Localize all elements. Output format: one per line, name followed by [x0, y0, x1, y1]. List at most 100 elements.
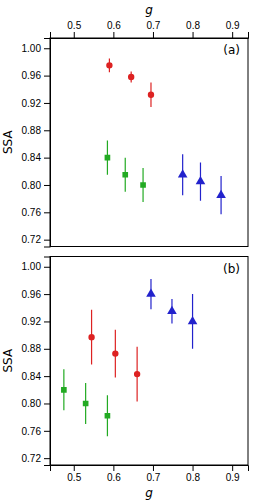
panel: 0.720.760.800.840.880.920.961.000.50.60.… — [1, 3, 249, 247]
point — [122, 172, 128, 178]
point — [148, 92, 154, 98]
x-tick-label: 0.5 — [67, 20, 81, 31]
x-tick-mark — [193, 32, 194, 38]
x-tick: 0.5 — [67, 465, 81, 483]
y-tick-label: 0.92 — [22, 316, 42, 327]
y-axis-line — [44, 39, 51, 248]
point — [88, 334, 94, 340]
x-axis: 0.5 0.6 0.7 0.8 0.9 — [51, 20, 249, 39]
y-tick-label: 1.00 — [22, 43, 42, 54]
y-tick-mark — [44, 240, 50, 241]
y-tick-label: 0.92 — [22, 98, 42, 109]
y-tick-label: 0.88 — [22, 125, 42, 136]
y-tick-mark — [44, 158, 50, 159]
panel-label: (b) — [223, 262, 240, 276]
point — [106, 62, 112, 68]
y-tick: 1.00 — [22, 43, 50, 54]
y-tick-mark — [44, 403, 50, 404]
x-tick: 0.8 — [186, 20, 200, 38]
y-tick: 0.92 — [22, 98, 50, 109]
y-tick-label: 0.88 — [22, 343, 42, 354]
series — [178, 154, 226, 214]
point — [216, 190, 226, 198]
x-axis: 0.5 0.6 0.7 0.8 0.9 — [51, 465, 249, 483]
y-tick: 0.84 — [22, 371, 50, 382]
series — [106, 59, 154, 108]
x-tick-mark — [232, 465, 233, 471]
x-tick-label: 0.6 — [107, 472, 121, 483]
y-axis: 0.720.760.800.840.880.920.961.00 — [22, 257, 51, 466]
x-tick-label: 0.8 — [186, 472, 200, 483]
x-tick-mark — [232, 32, 233, 38]
y-tick-label: 0.96 — [22, 70, 42, 81]
x-tick-label: 0.7 — [147, 472, 161, 483]
x-axis-line — [51, 466, 249, 472]
y-tick-mark — [44, 431, 50, 432]
x-tick-mark — [113, 465, 114, 471]
point — [105, 155, 111, 161]
point — [188, 316, 198, 324]
point — [146, 289, 156, 297]
y-tick: 0.72 — [22, 453, 50, 464]
series — [88, 310, 140, 402]
series — [146, 279, 197, 349]
y-tick: 0.80 — [22, 398, 50, 409]
x-tick-label: 0.9 — [226, 20, 240, 31]
x-tick-label: 0.9 — [226, 472, 240, 483]
y-tick-mark — [44, 212, 50, 213]
y-tick-mark — [44, 48, 50, 49]
y-tick-label: 0.80 — [22, 398, 42, 409]
y-tick: 0.72 — [22, 234, 50, 245]
y-tick: 0.76 — [22, 426, 50, 437]
y-tick-mark — [44, 267, 50, 268]
y-tick-mark — [44, 349, 50, 350]
x-tick-mark — [74, 465, 75, 471]
x-tick-mark — [74, 32, 75, 38]
y-tick: 0.96 — [22, 70, 50, 81]
x-tick: 0.7 — [147, 465, 161, 483]
y-tick: 0.96 — [22, 289, 50, 300]
y-tick-mark — [44, 321, 50, 322]
y-axis-line — [44, 257, 51, 466]
y-tick-mark — [44, 130, 50, 131]
x-tick-mark — [193, 465, 194, 471]
y-tick-mark — [44, 294, 50, 295]
y-tick-mark — [44, 185, 50, 186]
y-tick: 0.80 — [22, 180, 50, 191]
x-tick: 0.7 — [147, 20, 161, 38]
x-tick-label: 0.5 — [67, 472, 81, 483]
x-axis-title: g — [145, 486, 153, 500]
y-tick-label: 0.72 — [22, 234, 42, 245]
panel-label: (a) — [223, 43, 240, 57]
x-tick: 0.5 — [67, 20, 81, 38]
panel: 0.720.760.800.840.880.920.961.000.50.60.… — [1, 257, 249, 501]
x-tick-label: 0.7 — [147, 20, 161, 31]
point — [140, 182, 146, 188]
point — [167, 306, 177, 314]
point — [61, 387, 67, 393]
series — [61, 369, 110, 436]
y-tick: 0.88 — [22, 125, 50, 136]
plot-frame — [50, 257, 248, 466]
y-tick: 0.76 — [22, 207, 50, 218]
x-tick: 0.9 — [226, 465, 240, 483]
point — [112, 350, 118, 356]
y-tick-mark — [44, 103, 50, 104]
y-tick-mark — [44, 458, 50, 459]
point — [134, 371, 140, 377]
x-tick-mark — [153, 32, 154, 38]
y-tick-mark — [44, 76, 50, 77]
series — [105, 141, 146, 203]
y-tick-label: 0.80 — [22, 180, 42, 191]
y-axis-title: SSA — [1, 130, 15, 154]
x-tick-label: 0.8 — [186, 20, 200, 31]
y-tick-label: 0.72 — [22, 453, 42, 464]
marks — [105, 59, 226, 215]
point — [83, 401, 89, 407]
plot-frame — [50, 38, 248, 247]
y-tick: 0.92 — [22, 316, 50, 327]
y-tick: 0.88 — [22, 343, 50, 354]
x-tick-label: 0.6 — [107, 20, 121, 31]
point — [128, 74, 134, 80]
x-axis-title: g — [145, 3, 153, 17]
